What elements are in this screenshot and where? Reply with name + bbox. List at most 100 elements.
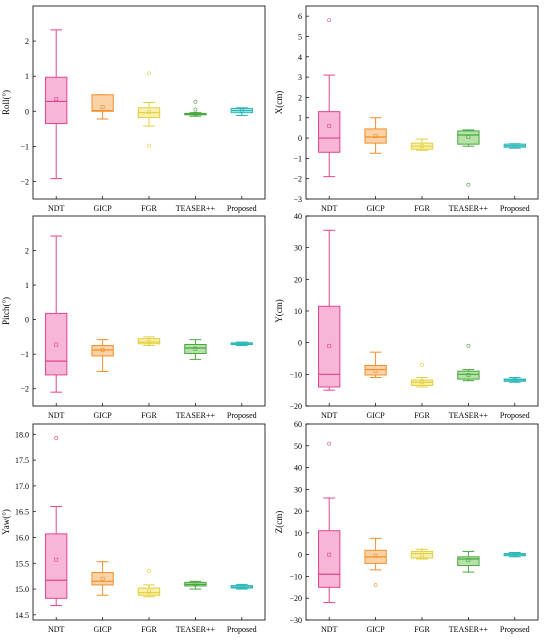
category-label: NDT: [321, 411, 338, 420]
mean-marker: [54, 557, 59, 562]
y-tick-label: 0: [298, 551, 302, 560]
box-body: [318, 530, 341, 588]
category-label: Proposed: [500, 625, 530, 634]
box-gicp: [364, 351, 387, 378]
mean-marker: [466, 373, 471, 377]
y-tick-label: 50: [294, 442, 302, 451]
category-label: FGR: [414, 411, 430, 420]
category-label: FGR: [141, 411, 157, 420]
box-teaser-: [457, 550, 480, 573]
chart-panel-5: −30 −20 −10 0 10 20 30 40 50 60 Z(cm) NDT GICP FGR TEA…: [274, 420, 539, 634]
category-label: GICP: [366, 411, 385, 420]
mean-marker: [373, 134, 378, 138]
category-label: TEASER++: [176, 625, 216, 634]
mean-marker: [239, 584, 244, 589]
category-label: NDT: [321, 204, 338, 213]
y-tick-label: 1: [298, 114, 302, 123]
box-gicp: [91, 561, 114, 596]
mean-marker: [239, 341, 244, 346]
mean-marker: [420, 380, 424, 385]
category-label: Proposed: [227, 411, 257, 420]
outlier-point: [327, 18, 332, 23]
y-tick-label: 2: [25, 37, 29, 46]
chart-panel-4: 14.5 15.0 15.5 16.0 16.5 17.0 17.5 18.0 Yaw(°) ND…: [1, 423, 266, 634]
outlier-point: [147, 143, 151, 148]
y-tick-label: 3: [298, 73, 302, 82]
mean-marker: [512, 143, 517, 148]
y-tick-label: 60: [294, 420, 302, 429]
box-body: [457, 370, 480, 380]
plot-frame: [32, 215, 266, 407]
box-proposed: [230, 341, 253, 347]
category-label: FGR: [141, 204, 157, 213]
y-tick-label: 20: [294, 275, 302, 284]
box-body: [184, 344, 207, 354]
box-fgr: [137, 71, 161, 148]
box-ndt: [45, 29, 68, 180]
category-label: GICP: [93, 625, 112, 634]
mean-marker: [512, 552, 517, 557]
y-axis-title: X(cm): [274, 91, 284, 115]
mean-marker: [54, 342, 59, 347]
y-tick-label: 16.5: [15, 508, 29, 517]
y-tick-label: −10: [289, 572, 302, 581]
mean-marker: [466, 135, 471, 139]
mean-marker: [373, 553, 378, 558]
y-axis-title: Z(cm): [274, 511, 284, 534]
outlier-point: [54, 436, 59, 440]
y-tick-label: 4: [298, 53, 302, 62]
category-label: Proposed: [500, 204, 530, 213]
mean-marker: [420, 552, 424, 557]
category-label: NDT: [48, 625, 65, 634]
outlier-point: [373, 583, 378, 588]
category-label: FGR: [141, 625, 157, 634]
mean-marker: [147, 110, 151, 114]
y-tick-label: 30: [294, 485, 302, 494]
category-label: TEASER++: [449, 411, 489, 420]
box-body: [364, 364, 387, 376]
y-tick-label: 1: [25, 281, 29, 290]
box-proposed: [230, 107, 253, 116]
outlier-point: [147, 71, 151, 76]
y-tick-label: −3: [293, 195, 302, 204]
y-axis-title: Yaw(°): [1, 509, 11, 535]
box-teaser-: [184, 99, 207, 117]
mean-marker: [327, 343, 332, 348]
category-label: Proposed: [227, 204, 257, 213]
box-body: [45, 312, 68, 376]
box-teaser-: [184, 339, 207, 360]
y-tick-label: −20: [289, 402, 302, 411]
box-ndt: [45, 436, 68, 607]
category-label: NDT: [321, 625, 338, 634]
box-teaser-: [184, 580, 207, 590]
y-tick-label: −30: [289, 616, 302, 625]
outlier-point: [327, 441, 332, 446]
chart-panel-1: −3 −2 −1 0 1 2 3 4 5 6 X(cm) NDT GICP FGR TEASER++ Prop…: [274, 5, 539, 213]
box-body: [91, 94, 114, 112]
plot-frame: [305, 423, 539, 621]
box-fgr: [410, 138, 434, 151]
y-tick-label: 0: [298, 339, 302, 348]
mean-marker: [193, 581, 198, 586]
box-body: [457, 556, 480, 567]
category-label: FGR: [414, 204, 430, 213]
box-fgr: [137, 336, 161, 347]
y-tick-label: 30: [294, 244, 302, 253]
chart-panel-3: −20 −10 0 10 20 30 40 Y(cm) NDT GICP FGR TEASER++ Pr…: [274, 212, 539, 420]
outlier-point: [193, 99, 198, 104]
box-teaser-: [457, 343, 480, 382]
mean-marker: [466, 558, 471, 563]
category-label: NDT: [48, 204, 65, 213]
box-body: [457, 130, 480, 145]
y-tick-label: −1: [293, 154, 302, 163]
box-body: [318, 111, 341, 153]
y-tick-label: 15.5: [15, 559, 29, 568]
category-label: Proposed: [227, 625, 257, 634]
mean-marker: [512, 378, 517, 382]
mean-marker: [147, 339, 151, 344]
outlier-point: [466, 343, 471, 348]
box-body: [137, 338, 161, 345]
y-tick-label: −10: [289, 370, 302, 379]
category-label: GICP: [93, 204, 112, 213]
